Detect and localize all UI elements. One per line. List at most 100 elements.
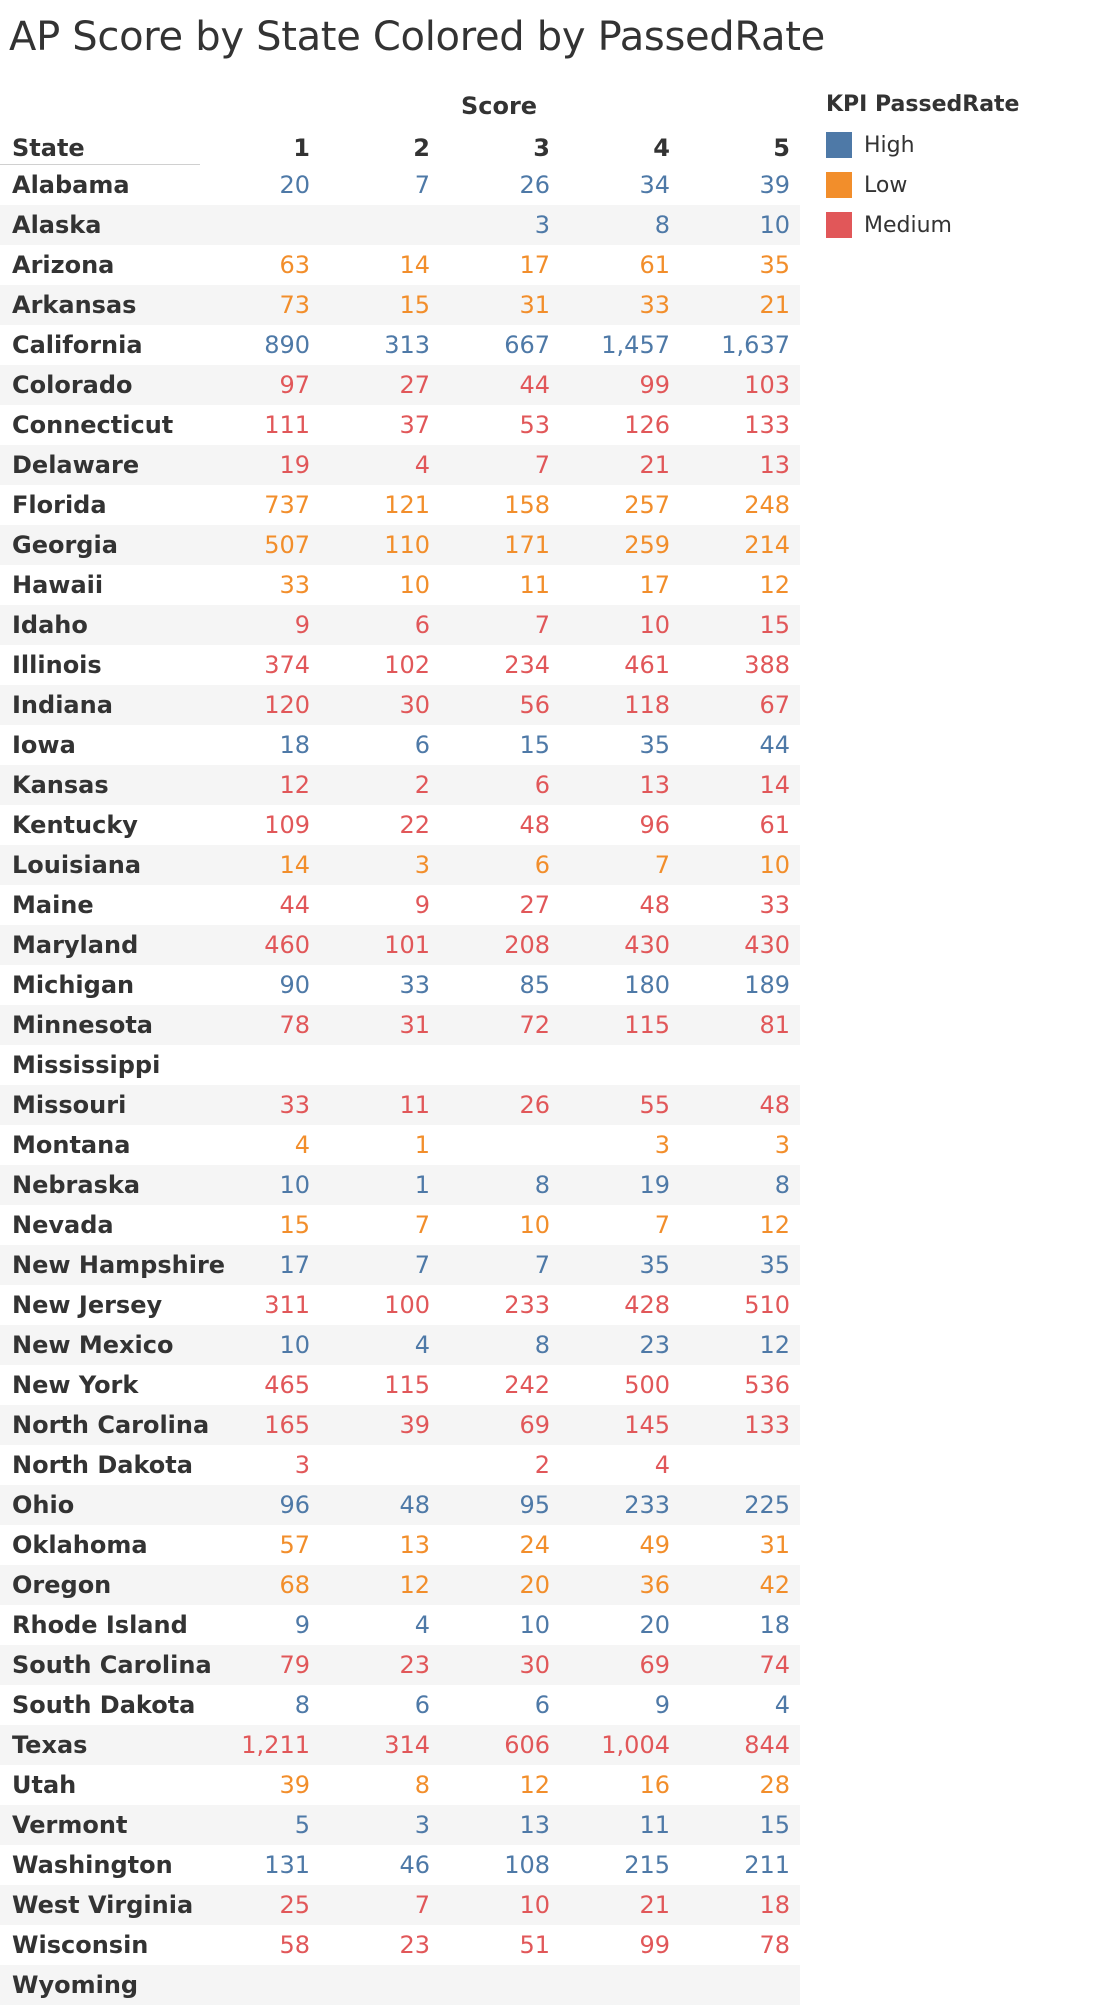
table-cell-score-5: 61 <box>759 811 790 839</box>
table-cell-score-5: 211 <box>744 1851 790 1879</box>
table-row: California 890 313 667 1,457 1,637 <box>0 325 800 365</box>
table-cell-score-5: 388 <box>744 651 790 679</box>
table-row: Rhode Island 9 4 10 20 18 <box>0 1605 800 1645</box>
table-cell-score-5: 1,637 <box>721 331 790 359</box>
state-label: Kansas <box>12 771 109 799</box>
table-cell-score-4: 215 <box>624 1851 670 1879</box>
state-label: Louisiana <box>12 851 142 879</box>
table-cell-score-3: 158 <box>504 491 550 519</box>
table-cell-score-1: 18 <box>279 731 310 759</box>
table-cell-score-2: 13 <box>399 1531 430 1559</box>
state-label: Texas <box>12 1731 88 1759</box>
table-cell-score-1: 39 <box>279 1771 310 1799</box>
table-cell-score-5: 103 <box>744 371 790 399</box>
state-label: Wisconsin <box>12 1931 149 1959</box>
table-cell-score-4: 1,004 <box>601 1731 670 1759</box>
table-cell-score-2: 39 <box>399 1411 430 1439</box>
table-row: New Mexico 10 4 8 23 12 <box>0 1325 800 1365</box>
table-cell-score-3: 6 <box>534 851 550 879</box>
table-cell-score-3: 10 <box>519 1611 550 1639</box>
table-cell-score-4: 11 <box>639 1811 670 1839</box>
legend-label: High <box>864 132 915 158</box>
state-label: South Carolina <box>12 1651 212 1679</box>
table-cell-score-1: 9 <box>294 611 310 639</box>
table-cell-score-3: 7 <box>534 451 550 479</box>
table-cell-score-5: 42 <box>759 1571 790 1599</box>
table-cell-score-1: 68 <box>279 1571 310 1599</box>
table-row: Georgia 507 110 171 259 214 <box>0 525 800 565</box>
score-column-header-1: 1 <box>293 134 310 162</box>
table-row: Utah 39 8 12 16 28 <box>0 1765 800 1805</box>
table-row: North Carolina 165 39 69 145 133 <box>0 1405 800 1445</box>
state-label: Maine <box>12 891 94 919</box>
table-row: Hawaii 33 10 11 17 12 <box>0 565 800 605</box>
table-cell-score-2: 31 <box>399 1011 430 1039</box>
table-cell-score-1: 3 <box>294 1451 310 1479</box>
table-cell-score-1: 96 <box>279 1491 310 1519</box>
table-row: Arizona 63 14 17 61 35 <box>0 245 800 285</box>
table-cell-score-2: 23 <box>399 1931 430 1959</box>
state-label: New Hampshire <box>12 1251 226 1279</box>
table-cell-score-5: 4 <box>774 1691 790 1719</box>
table-cell-score-3: 242 <box>504 1371 550 1399</box>
table-cell-score-4: 23 <box>639 1331 670 1359</box>
table-cell-score-5: 81 <box>759 1011 790 1039</box>
table-cell-score-2: 4 <box>414 1611 430 1639</box>
state-label: West Virginia <box>12 1891 194 1919</box>
table-cell-score-2: 115 <box>384 1371 430 1399</box>
table-cell-score-3: 606 <box>504 1731 550 1759</box>
legend-item-low[interactable]: Low <box>826 165 1019 205</box>
table-cell-score-4: 48 <box>639 891 670 919</box>
table-cell-score-1: 737 <box>264 491 310 519</box>
table-cell-score-2: 6 <box>414 731 430 759</box>
table-cell-score-2: 10 <box>399 571 430 599</box>
legend-item-high[interactable]: High <box>826 125 1019 165</box>
state-label: Rhode Island <box>12 1611 188 1639</box>
table-cell-score-1: 111 <box>264 411 310 439</box>
table-cell-score-1: 1,211 <box>241 1731 310 1759</box>
state-label: Ohio <box>12 1491 75 1519</box>
table-row: Missouri 33 11 26 55 48 <box>0 1085 800 1125</box>
table-row: Maine 44 9 27 48 33 <box>0 885 800 925</box>
state-label: Missouri <box>12 1091 127 1119</box>
header-underline <box>0 164 200 165</box>
table-cell-score-1: 460 <box>264 931 310 959</box>
table-cell-score-4: 7 <box>654 851 670 879</box>
table-cell-score-5: 133 <box>744 411 790 439</box>
table-cell-score-3: 12 <box>519 1771 550 1799</box>
table-cell-score-3: 95 <box>519 1491 550 1519</box>
table-cell-score-2: 102 <box>384 651 430 679</box>
table-cell-score-2: 313 <box>384 331 430 359</box>
state-label: Maryland <box>12 931 139 959</box>
table-row: Kansas 12 2 6 13 14 <box>0 765 800 805</box>
table-cell-score-1: 15 <box>279 1211 310 1239</box>
table-cell-score-5: 31 <box>759 1531 790 1559</box>
table-cell-score-4: 33 <box>639 291 670 319</box>
table-cell-score-1: 20 <box>279 171 310 199</box>
table-row: Alaska 3 8 10 <box>0 205 800 245</box>
table-cell-score-2: 27 <box>399 371 430 399</box>
table-cell-score-3: 26 <box>519 171 550 199</box>
table-cell-score-2: 14 <box>399 251 430 279</box>
score-column-header-5: 5 <box>773 134 790 162</box>
table-cell-score-1: 73 <box>279 291 310 319</box>
table-cell-score-4: 4 <box>654 1451 670 1479</box>
table-cell-score-5: 15 <box>759 1811 790 1839</box>
table-row: Maryland 460 101 208 430 430 <box>0 925 800 965</box>
table-row: New Jersey 311 100 233 428 510 <box>0 1285 800 1325</box>
table-cell-score-1: 10 <box>279 1331 310 1359</box>
table-cell-score-5: 18 <box>759 1891 790 1919</box>
table-cell-score-2: 1 <box>414 1171 430 1199</box>
table-cell-score-2: 1 <box>414 1131 430 1159</box>
table-cell-score-1: 8 <box>294 1691 310 1719</box>
table-cell-score-4: 180 <box>624 971 670 999</box>
legend-swatch <box>826 212 852 238</box>
table-cell-score-4: 3 <box>654 1131 670 1159</box>
table-cell-score-4: 36 <box>639 1571 670 1599</box>
table-row: Wisconsin 58 23 51 99 78 <box>0 1925 800 1965</box>
legend-item-medium[interactable]: Medium <box>826 205 1019 245</box>
table-cell-score-4: 34 <box>639 171 670 199</box>
state-label: New Mexico <box>12 1331 174 1359</box>
table-row: Ohio 96 48 95 233 225 <box>0 1485 800 1525</box>
